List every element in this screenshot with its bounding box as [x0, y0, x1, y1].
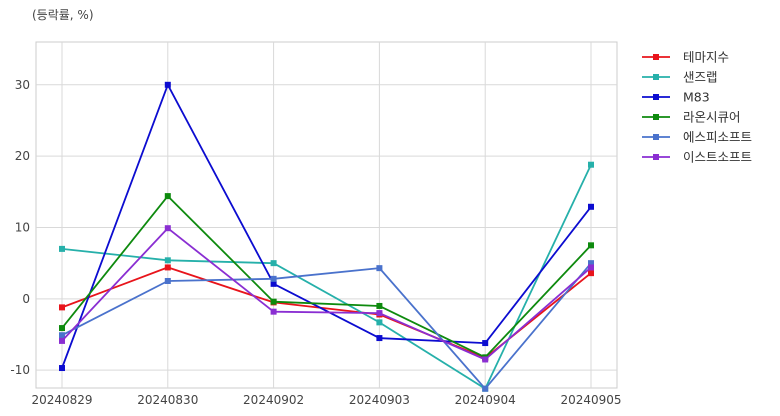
legend-label: 테마지수 [683, 50, 729, 65]
data-point [270, 308, 277, 315]
data-point [588, 203, 594, 210]
legend-item: 에스피소프트 [642, 130, 752, 145]
data-point [270, 298, 277, 305]
series-6 [59, 225, 594, 363]
legend-item: 이스트소프트 [642, 150, 752, 165]
x-tick-label: 20240829 [31, 393, 92, 407]
data-point [376, 302, 383, 309]
x-tick-label: 20240903 [349, 393, 410, 407]
legend-label: M83 [683, 90, 710, 105]
data-point [270, 275, 277, 282]
legend-marker [653, 94, 659, 100]
x-tick-label: 20240830 [137, 393, 198, 407]
data-point [588, 260, 594, 267]
legend-label: 이스트소프트 [683, 150, 752, 165]
legend-marker [653, 74, 659, 80]
series-5 [59, 260, 594, 392]
legend-item: 샌즈랩 [642, 70, 718, 85]
data-point [59, 332, 65, 339]
data-point [164, 264, 171, 271]
legend-marker [653, 154, 659, 160]
y-tick-label: 20 [15, 149, 30, 163]
data-point [482, 356, 489, 363]
data-point [588, 161, 594, 168]
data-point [164, 257, 171, 264]
x-axis: 20240829 20240830 20240902 20240903 20240904… [31, 393, 621, 407]
x-tick-label: 20240905 [560, 393, 621, 407]
series-line [61, 227, 592, 361]
x-tick-label: 20240904 [455, 393, 516, 407]
y-tick-label: 30 [15, 78, 30, 92]
series-line [61, 262, 592, 390]
data-point [376, 265, 383, 272]
data-point [59, 365, 65, 372]
y-axis: -10 0 10 20 30 [10, 78, 30, 377]
data-point [270, 280, 277, 287]
data-point [482, 340, 489, 347]
legend-label: 에스피소프트 [683, 130, 752, 145]
data-point [164, 193, 171, 200]
series-layer [59, 81, 594, 392]
data-point [588, 242, 594, 249]
data-point [59, 304, 65, 311]
y-unit-label: (등락률, %) [32, 8, 94, 22]
y-tick-label: 10 [15, 220, 30, 234]
data-point [164, 225, 171, 232]
legend-label: 샌즈랩 [683, 70, 718, 85]
legend-marker [653, 114, 659, 120]
data-point [59, 337, 65, 344]
data-point [270, 260, 277, 267]
data-point [59, 245, 65, 252]
legend-item: 테마지수 [642, 50, 729, 65]
data-point [482, 385, 489, 392]
data-point [376, 335, 383, 342]
data-point [376, 319, 383, 326]
data-point [588, 264, 594, 271]
y-tick-label: 0 [22, 292, 30, 306]
legend-item: 라온시큐어 [642, 110, 741, 125]
series-line [61, 83, 592, 369]
legend-marker [653, 54, 659, 60]
data-point [588, 270, 594, 277]
legend-marker [653, 134, 659, 140]
data-point [164, 277, 171, 284]
data-point [59, 325, 65, 332]
legend-label: 라온시큐어 [683, 110, 741, 125]
series-line [61, 195, 592, 359]
x-tick-label: 20240902 [243, 393, 304, 407]
legend-item: M83 [642, 90, 710, 105]
data-point [376, 310, 383, 317]
series-line [61, 164, 592, 390]
data-point [164, 81, 171, 88]
y-tick-label: -10 [10, 363, 30, 377]
series-3 [59, 81, 594, 372]
